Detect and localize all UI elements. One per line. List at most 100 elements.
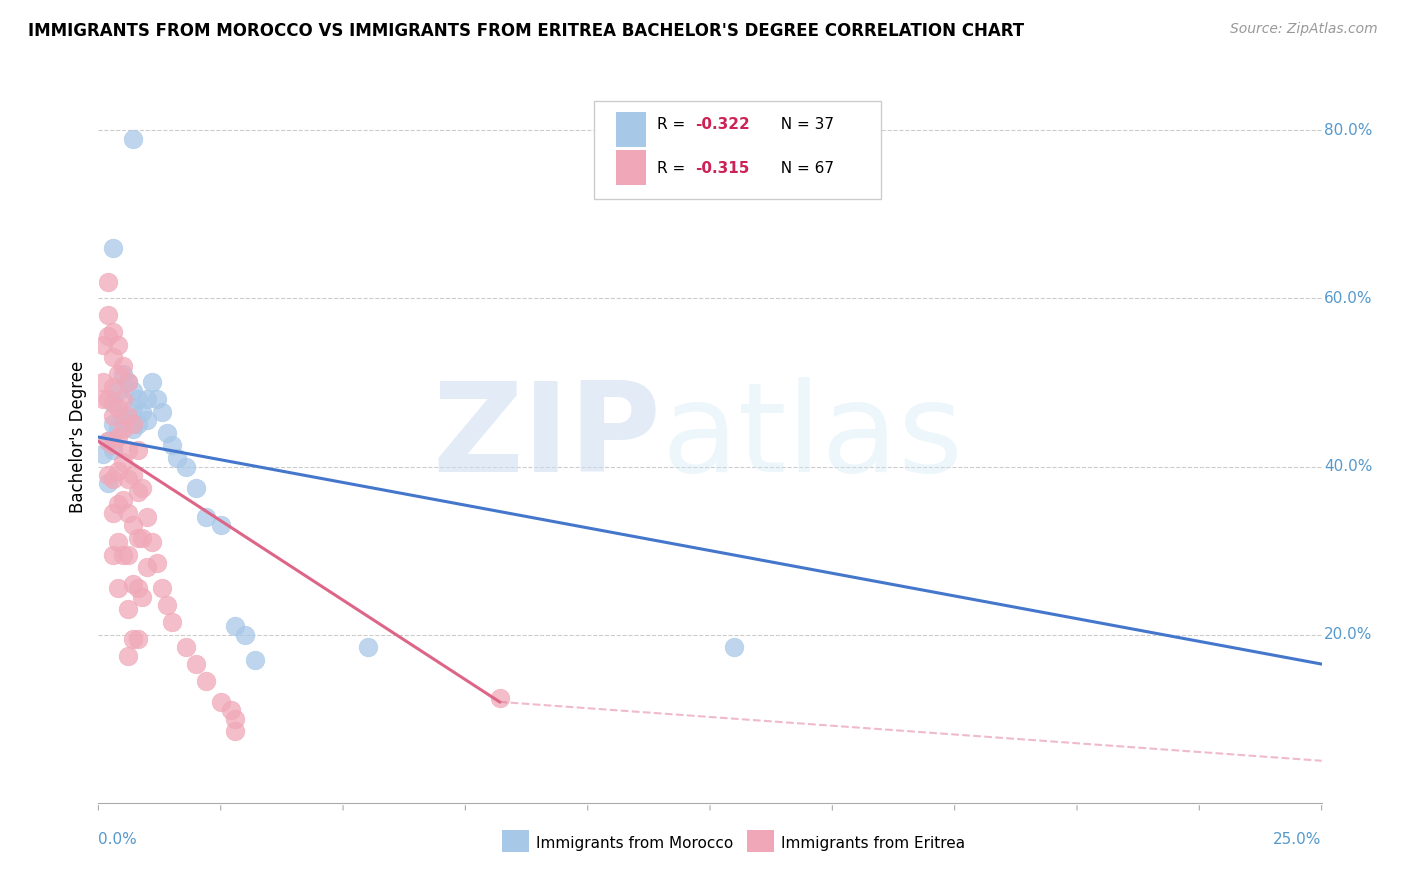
Point — [97, 467, 120, 482]
Point — [136, 413, 159, 427]
Point — [107, 384, 129, 398]
Point — [186, 481, 208, 495]
Text: 0.0%: 0.0% — [98, 832, 138, 847]
Point — [111, 359, 134, 373]
Point — [121, 422, 143, 436]
Point — [195, 510, 218, 524]
Point — [224, 724, 246, 739]
Text: R =: R = — [658, 161, 690, 176]
Point — [91, 392, 114, 407]
Point — [723, 640, 745, 655]
Text: 40.0%: 40.0% — [1324, 459, 1372, 474]
Point — [117, 602, 139, 616]
Point — [101, 396, 124, 410]
Point — [136, 560, 159, 574]
Text: atlas: atlas — [661, 376, 963, 498]
Point — [117, 506, 139, 520]
Point — [107, 497, 129, 511]
Point — [97, 329, 120, 343]
Text: Source: ZipAtlas.com: Source: ZipAtlas.com — [1230, 22, 1378, 37]
FancyBboxPatch shape — [616, 150, 647, 186]
Point — [91, 376, 114, 390]
FancyBboxPatch shape — [502, 830, 529, 852]
Point — [127, 442, 149, 457]
Point — [121, 467, 143, 482]
Point — [131, 405, 153, 419]
Point — [156, 599, 179, 613]
Point — [117, 413, 139, 427]
Point — [224, 712, 246, 726]
Point — [97, 434, 120, 449]
Point — [107, 401, 129, 415]
Text: 20.0%: 20.0% — [1324, 627, 1372, 642]
Point — [160, 438, 183, 452]
Point — [243, 653, 266, 667]
FancyBboxPatch shape — [593, 101, 882, 200]
Point — [111, 392, 134, 407]
Point — [107, 422, 129, 436]
Point — [127, 582, 149, 596]
Point — [117, 548, 139, 562]
Point — [107, 582, 129, 596]
Point — [127, 531, 149, 545]
Point — [150, 582, 173, 596]
Point — [107, 430, 129, 444]
Point — [127, 417, 149, 432]
Point — [195, 673, 218, 688]
Point — [97, 392, 120, 407]
Point — [107, 464, 129, 478]
Text: N = 37: N = 37 — [772, 117, 834, 132]
Point — [488, 690, 510, 705]
Text: -0.315: -0.315 — [696, 161, 749, 176]
Point — [111, 422, 134, 436]
FancyBboxPatch shape — [747, 830, 773, 852]
Point — [117, 442, 139, 457]
Point — [131, 590, 153, 604]
Point — [141, 376, 163, 390]
Point — [127, 392, 149, 407]
Point — [101, 438, 124, 452]
Point — [121, 384, 143, 398]
Point — [107, 535, 129, 549]
Point — [121, 632, 143, 646]
Text: 60.0%: 60.0% — [1324, 291, 1372, 306]
Point — [146, 392, 169, 407]
Point — [101, 506, 124, 520]
Point — [219, 703, 242, 717]
Point — [101, 472, 124, 486]
Point — [121, 577, 143, 591]
Point — [209, 695, 232, 709]
Point — [107, 367, 129, 381]
Y-axis label: Bachelor's Degree: Bachelor's Degree — [69, 361, 87, 513]
Point — [97, 308, 120, 322]
Point — [121, 131, 143, 145]
Point — [101, 350, 124, 364]
Point — [91, 447, 114, 461]
Point — [117, 409, 139, 423]
Point — [176, 640, 198, 655]
Point — [209, 518, 232, 533]
Text: 25.0%: 25.0% — [1274, 832, 1322, 847]
Point — [356, 640, 378, 655]
Point — [224, 619, 246, 633]
Point — [136, 392, 159, 407]
Point — [141, 535, 163, 549]
Point — [117, 648, 139, 663]
Point — [121, 417, 143, 432]
Point — [117, 472, 139, 486]
Point — [101, 241, 124, 255]
Point — [156, 425, 179, 440]
Text: N = 67: N = 67 — [772, 161, 834, 176]
Point — [111, 493, 134, 508]
Text: Immigrants from Eritrea: Immigrants from Eritrea — [780, 836, 965, 851]
Point — [131, 481, 153, 495]
Point — [121, 518, 143, 533]
Point — [150, 405, 173, 419]
Point — [111, 367, 134, 381]
Point — [146, 556, 169, 570]
Text: Immigrants from Morocco: Immigrants from Morocco — [536, 836, 734, 851]
Point — [136, 510, 159, 524]
Point — [111, 548, 134, 562]
Point — [160, 615, 183, 629]
Point — [111, 455, 134, 469]
